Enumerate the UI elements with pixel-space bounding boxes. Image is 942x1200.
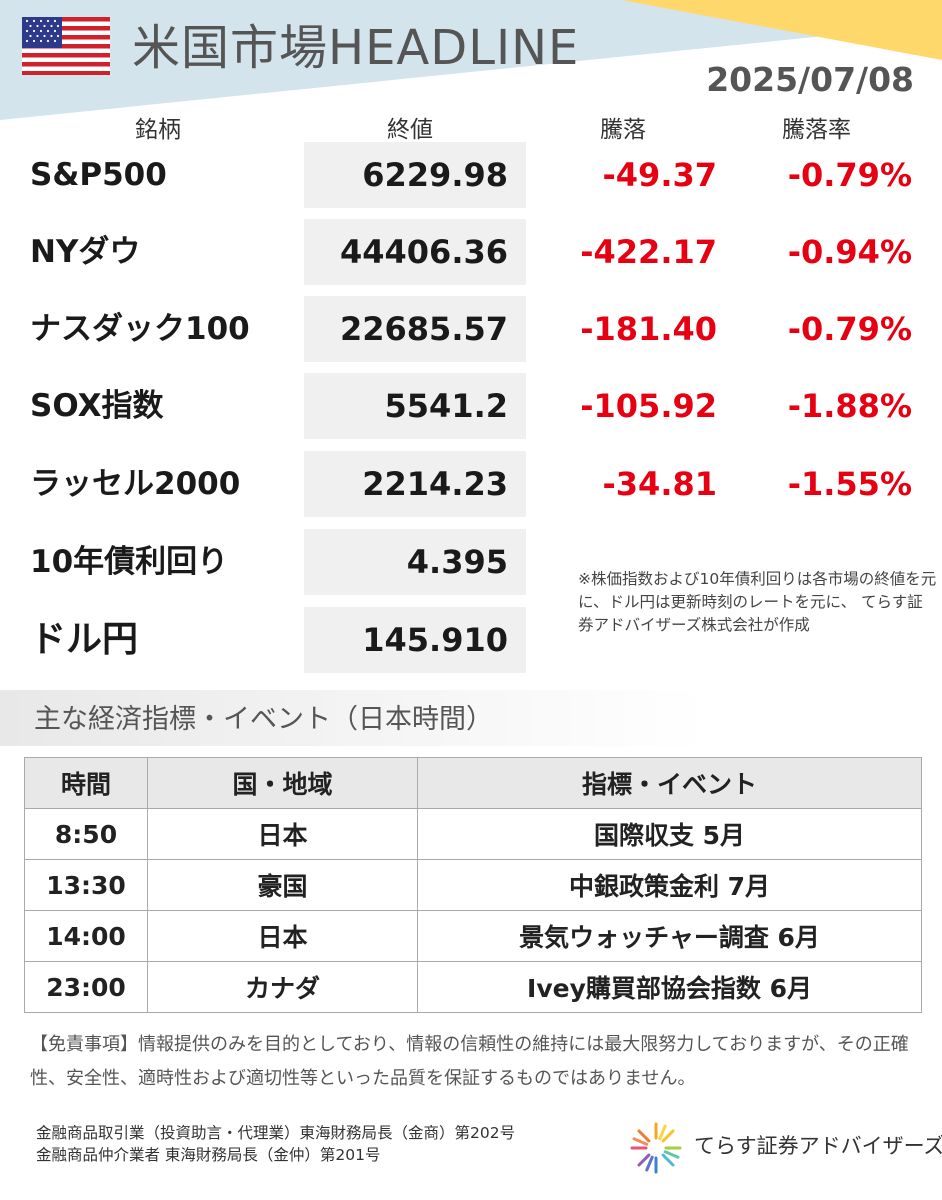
license-line-2: 金融商品仲介業者 東海財務局長（金仲）第201号 [36,1146,381,1164]
market-pct: -1.55% [787,465,912,503]
market-name: S&P500 [30,157,167,193]
event-time: 14:00 [24,910,148,962]
events-table: 時間 国・地域 指標・イベント 8:50 日本 国際収支 5月 13:30 豪国… [24,757,922,1013]
event-time: 8:50 [24,808,148,860]
market-name: 10年債利回り [30,544,229,580]
market-row-usdjpy: ドル円 145.910 [0,607,942,673]
table-row: 14:00 日本 景気ウォッチャー調査 6月 [24,910,922,962]
license-info: 金融商品取引業（投資助言・代理業）東海財務局長（金商）第202号 金融商品仲介業… [36,1122,515,1166]
event-region: 日本 [147,910,418,962]
market-name: ラッセル2000 [30,466,241,502]
market-change: -422.17 [580,233,717,271]
events-section-band [0,690,942,746]
market-pct: -0.79% [787,156,912,194]
market-name: NYダウ [30,234,141,270]
event-name: Ivey購買部協会指数 6月 [417,961,922,1013]
market-change: -34.81 [602,465,718,503]
table-row: 23:00 カナダ Ivey購買部協会指数 6月 [24,961,922,1013]
report-date: 2025/07/08 [706,60,914,99]
market-note: ※株価指数および10年債利回りは各市場の終値を元に、ドル円は更新時刻のレートを元… [578,570,937,634]
market-row-sox: SOX指数 5541.2 -105.92 -1.88% [0,373,942,439]
market-header-close: 終値 [387,117,433,143]
page-title: 米国市場HEADLINE [132,20,580,76]
market-close: 22685.57 [304,296,526,362]
events-header-row: 時間 国・地域 指標・イベント [24,757,922,809]
market-header-pct: 騰落率 [782,117,851,143]
market-close: 4.395 [304,529,526,595]
market-row-nydow: NYダウ 44406.36 -422.17 -0.94% [0,219,942,285]
market-pct: -0.79% [787,310,912,348]
market-close: 44406.36 [304,219,526,285]
sunburst-logo-icon [630,1122,682,1174]
market-row-nasdaq100: ナスダック100 22685.57 -181.40 -0.79% [0,296,942,362]
event-name: 中銀政策金利 7月 [417,859,922,911]
disclaimer-text: 【免責事項】情報提供のみを目的としており、情報の信頼性の維持には最大限努力してお… [30,1034,909,1089]
market-close: 2214.23 [304,451,526,517]
table-row: 13:30 豪国 中銀政策金利 7月 [24,859,922,911]
market-change: -49.37 [602,156,718,194]
market-header-name: 銘柄 [135,117,181,143]
us-flag-icon [22,17,110,75]
event-time: 23:00 [24,961,148,1013]
market-close: 5541.2 [304,373,526,439]
market-name: SOX指数 [30,388,164,424]
market-change: -105.92 [580,387,717,425]
market-close: 6229.98 [304,142,526,208]
event-region: カナダ [147,961,418,1013]
events-header-region: 国・地域 [147,757,418,809]
market-name: ドル円 [30,619,139,660]
market-row-sp500: S&P500 6229.98 -49.37 -0.79% [0,142,942,208]
market-row-10y-yield: 10年債利回り 4.395 [0,529,942,595]
event-region: 豪国 [147,859,418,911]
market-pct: -0.94% [787,233,912,271]
company-name: てらす証券アドバイザーズ [694,1134,942,1158]
license-line-1: 金融商品取引業（投資助言・代理業）東海財務局長（金商）第202号 [36,1124,516,1142]
market-header-change: 騰落 [600,117,646,143]
market-change: -181.40 [580,310,717,348]
events-section-title: 主な経済指標・イベント（日本時間） [34,704,493,735]
event-name: 景気ウォッチャー調査 6月 [417,910,922,962]
event-time: 13:30 [24,859,148,911]
event-region: 日本 [147,808,418,860]
market-pct: -1.88% [787,387,912,425]
event-name: 国際収支 5月 [417,808,922,860]
table-row: 8:50 日本 国際収支 5月 [24,808,922,860]
market-name: ナスダック100 [30,311,250,347]
market-close: 145.910 [304,607,526,673]
events-header-event: 指標・イベント [417,757,922,809]
market-row-russell2000: ラッセル2000 2214.23 -34.81 -1.55% [0,451,942,517]
events-header-time: 時間 [24,757,148,809]
